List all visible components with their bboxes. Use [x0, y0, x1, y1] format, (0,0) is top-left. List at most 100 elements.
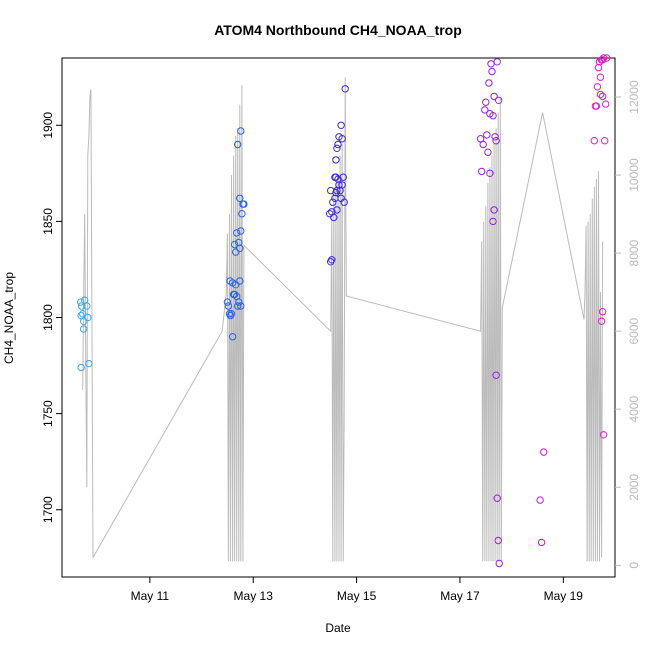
data-point: [485, 79, 493, 87]
data-point: [593, 83, 602, 91]
data-point: [599, 54, 608, 62]
data-point: [332, 156, 340, 164]
data-point: [595, 58, 604, 66]
data-point: [488, 67, 496, 76]
x-tick-label: May 15: [337, 589, 377, 603]
data-point: [596, 90, 605, 99]
data-point: [83, 302, 91, 310]
data-point: [340, 198, 348, 206]
data-point: [494, 536, 502, 545]
x-axis-label: Date: [325, 621, 351, 635]
data-point: [236, 277, 244, 285]
x-axis: May 11 May 13 May 15 May 17 May 19: [131, 577, 584, 603]
data-point: [598, 92, 607, 101]
data-point: [333, 144, 341, 153]
y-tick-label: 1900: [41, 112, 55, 139]
data-point: [84, 313, 92, 322]
x-tick-label: May 19: [544, 589, 584, 603]
data-point: [495, 559, 503, 568]
data-point: [237, 127, 245, 135]
data-point: [228, 333, 237, 341]
y2-tick-label: 0: [627, 562, 641, 569]
data-point: [487, 60, 495, 68]
data-point: [232, 248, 240, 256]
data-point: [492, 371, 500, 379]
y2-tick-label: 4000: [627, 396, 641, 423]
data-point: [338, 135, 346, 143]
data-point: [489, 217, 497, 226]
data-point: [234, 140, 242, 149]
y-axis-left: 1700 1750 1800 1850 1900: [41, 112, 62, 523]
data-point: [540, 448, 548, 456]
data-point: [237, 302, 245, 310]
data-point: [603, 54, 611, 62]
data-point: [492, 137, 500, 145]
data-point: [493, 58, 501, 66]
y2-tick-label: 12000: [627, 80, 641, 114]
data-point: [478, 167, 486, 176]
data-point: [224, 302, 233, 310]
data-point: [537, 538, 546, 547]
data-point: [592, 102, 601, 110]
data-point: [80, 325, 88, 333]
data-point: [337, 121, 345, 130]
y2-tick-label: 10000: [627, 158, 641, 192]
data-point: [493, 494, 501, 502]
data-point: [80, 317, 88, 325]
data-point: [597, 317, 606, 325]
y-axis-label: CH4_NOAA_trop: [2, 272, 16, 364]
altitude-trace: [82, 77, 604, 562]
data-point: [237, 227, 245, 235]
data-point: [328, 256, 336, 264]
chart-title: ATOM4 Northbound CH4_NOAA_trop: [214, 22, 462, 38]
data-point: [234, 302, 242, 310]
y2-tick-label: 6000: [627, 317, 641, 344]
data-point: [233, 229, 241, 237]
data-point: [329, 198, 337, 206]
altitude-line: [82, 77, 604, 562]
data-point: [77, 363, 85, 372]
data-point: [341, 85, 349, 93]
data-point: [335, 181, 343, 189]
data-point: [596, 73, 605, 81]
data-point: [227, 310, 236, 318]
data-point: [232, 281, 240, 289]
data-point: [236, 244, 244, 253]
data-point: [339, 173, 347, 181]
data-point: [491, 133, 499, 141]
data-point: [490, 206, 498, 214]
data-point: [601, 137, 609, 145]
data-point: [235, 298, 243, 306]
y2-tick-label: 8000: [627, 239, 641, 266]
y-tick-label: 1800: [41, 304, 55, 331]
x-tick-label: May 13: [234, 589, 274, 603]
data-point: [598, 308, 607, 316]
y-axis-right: 0 2000 4000 6000 8000 10000 12000: [615, 80, 641, 569]
data-point: [490, 92, 498, 101]
y-tick-label: 1850: [41, 208, 55, 235]
x-tick-label: May 17: [440, 589, 480, 603]
data-point: [230, 290, 239, 299]
data-point: [79, 310, 87, 318]
data-point: [332, 173, 340, 181]
data-point: [326, 210, 334, 218]
data-point: [76, 298, 85, 306]
y-tick-label: 1750: [41, 400, 55, 427]
data-point: [495, 96, 503, 105]
data-point: [238, 210, 246, 218]
x-tick-label: May 11: [131, 589, 170, 603]
data-point: [602, 100, 610, 108]
data-point: [236, 194, 244, 203]
data-point: [479, 140, 487, 149]
y2-tick-label: 2000: [627, 474, 641, 501]
data-point: [223, 298, 232, 306]
y-tick-label: 1700: [41, 496, 55, 523]
data-point: [536, 496, 544, 504]
data-point: [482, 98, 490, 106]
data-point: [338, 181, 346, 189]
data-point: [481, 106, 489, 114]
data-point: [230, 240, 239, 249]
data-point: [333, 206, 341, 214]
data-point: [334, 140, 342, 149]
